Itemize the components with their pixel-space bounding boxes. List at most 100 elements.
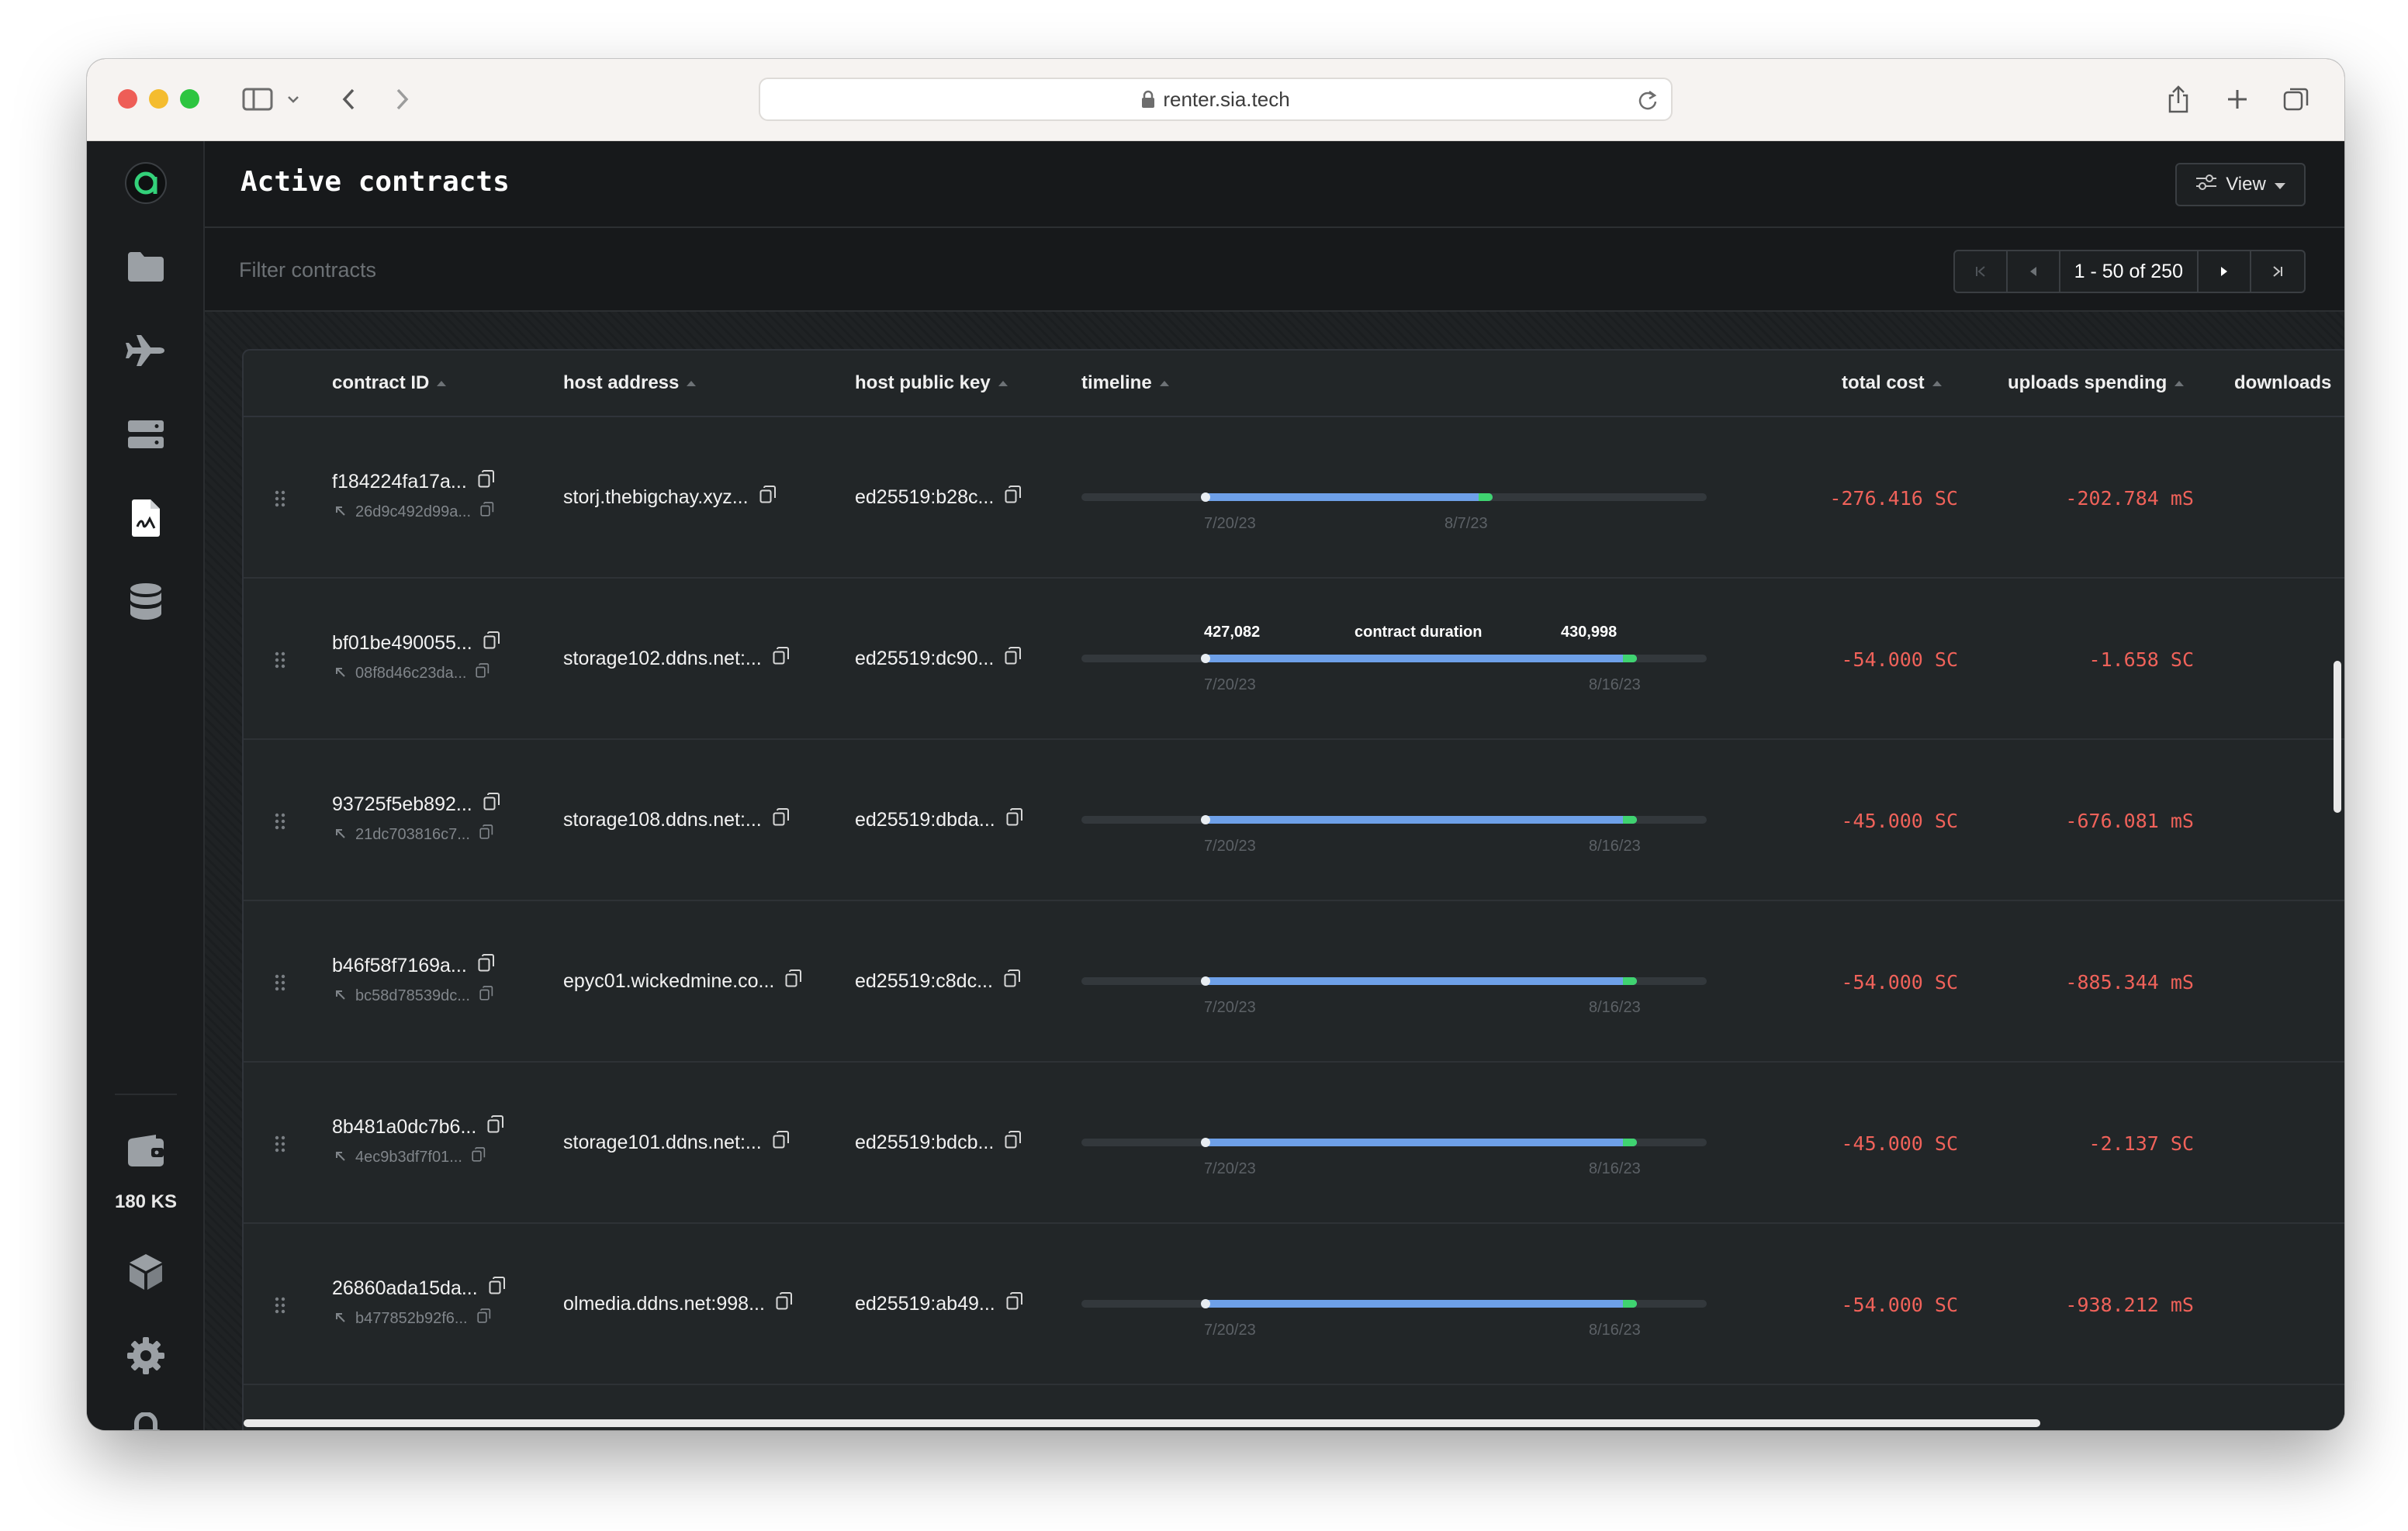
host-address-cell: storage108.ddns.net:... [563, 808, 790, 832]
chevron-down-icon[interactable] [285, 78, 301, 121]
table-row[interactable]: 93725f5eb892... 21dc703816c7... storage108… [244, 741, 2344, 901]
renewed-from-id: 26d9c492d99a... [355, 503, 472, 520]
transfers-icon[interactable] [123, 327, 169, 374]
close-window-button[interactable] [118, 89, 137, 109]
copy-icon[interactable] [472, 1147, 486, 1167]
database-icon[interactable] [123, 579, 169, 625]
files-icon[interactable] [123, 244, 169, 290]
share-icon[interactable] [2163, 78, 2194, 121]
copy-icon[interactable] [476, 663, 490, 683]
drag-handle-icon[interactable] [275, 651, 285, 672]
column-header-contract-id[interactable]: contract ID [332, 372, 447, 394]
timeline-start-marker [1201, 815, 1210, 824]
filter-contracts-input[interactable] [239, 248, 937, 292]
total-cost: -45.000 SC [1841, 1132, 1958, 1155]
last-page-button[interactable] [2251, 251, 2304, 292]
drag-handle-icon[interactable] [275, 490, 285, 511]
vertical-scrollbar[interactable] [2334, 661, 2341, 813]
copy-icon[interactable] [1005, 1131, 1022, 1155]
timeline-end-marker [1623, 655, 1637, 662]
timeline-cell[interactable]: 7/20/23 8/7/23 [1081, 419, 1707, 579]
pagination: 1 - 50 of 250 [1953, 250, 2306, 293]
column-header-uploads-spending[interactable]: uploads spending [2008, 372, 2185, 394]
wallet-icon[interactable] [123, 1128, 169, 1174]
timeline-end-marker [1623, 1300, 1637, 1308]
table-row[interactable]: 26860ada15da... b477852b92f6... olmedia.dd… [244, 1225, 2344, 1385]
copy-icon[interactable] [478, 954, 495, 978]
contracts-icon[interactable] [123, 495, 169, 541]
lock-icon[interactable] [123, 1408, 169, 1430]
copy-icon[interactable] [479, 986, 493, 1006]
drag-handle-icon[interactable] [275, 974, 285, 995]
copy-icon[interactable] [1005, 647, 1022, 671]
copy-icon[interactable] [487, 1115, 504, 1139]
timeline-end-height: 430,998 [1561, 624, 1617, 641]
table-row[interactable]: f184224fa17a... 26d9c492d99a... storj.theb… [244, 419, 2344, 579]
copy-icon[interactable] [759, 486, 777, 510]
copy-icon[interactable] [1006, 808, 1023, 832]
copy-icon[interactable] [773, 808, 790, 832]
column-header-host-public-key[interactable]: host public key [855, 372, 1008, 394]
copy-icon[interactable] [773, 647, 790, 671]
maximize-window-button[interactable] [180, 89, 199, 109]
renewed-from-id: bc58d78539dc... [355, 987, 470, 1004]
host-address-cell: epyc01.wickedmine.co... [563, 969, 802, 994]
minimize-window-button[interactable] [149, 89, 168, 109]
copy-icon[interactable] [776, 1292, 793, 1316]
copy-icon[interactable] [479, 824, 493, 845]
copy-icon[interactable] [785, 969, 802, 994]
copy-icon[interactable] [1006, 1292, 1023, 1316]
horizontal-scrollbar[interactable] [244, 1419, 2040, 1427]
copy-icon[interactable] [478, 470, 495, 494]
copy-icon[interactable] [773, 1131, 790, 1155]
timeline-cell[interactable]: 7/20/23 8/16/23 427,082 contract duration 43… [1081, 580, 1707, 740]
view-button-label: View [2226, 174, 2266, 195]
copy-icon[interactable] [477, 1308, 491, 1329]
copy-icon[interactable] [489, 1277, 506, 1301]
timeline-start-date: 7/20/23 [1204, 999, 1256, 1016]
table-row[interactable]: bf01be490055... 08f8d46c23da... storage102… [244, 580, 2344, 740]
back-icon[interactable] [337, 78, 360, 121]
copy-icon[interactable] [1004, 969, 1021, 994]
copy-icon[interactable] [483, 631, 500, 655]
hosts-icon[interactable] [123, 411, 169, 458]
column-header-timeline[interactable]: timeline [1081, 372, 1169, 394]
cube-icon[interactable] [123, 1249, 169, 1295]
logo-icon[interactable] [123, 160, 169, 206]
view-button[interactable]: View [2175, 163, 2306, 206]
next-page-button[interactable] [2199, 251, 2251, 292]
reload-icon[interactable] [1637, 88, 1659, 117]
timeline-cell[interactable]: 7/20/23 8/16/23 [1081, 1225, 1707, 1385]
copy-icon[interactable] [1005, 486, 1022, 510]
timeline-cell[interactable]: 7/20/23 8/16/23 [1081, 741, 1707, 901]
table-row[interactable]: 8b481a0dc7b6... 4ec9b3df7f01... storage101… [244, 1064, 2344, 1224]
contract-id: bf01be490055... [332, 632, 472, 654]
renewed-from-arrow-icon [335, 826, 346, 844]
table-row[interactable]: b46f58f7169a... bc58d78539dc... epyc01.wic… [244, 903, 2344, 1063]
column-header-host-address[interactable]: host address [563, 372, 697, 394]
address-bar[interactable]: renter.sia.tech [759, 78, 1673, 121]
new-tab-icon[interactable] [2222, 78, 2253, 121]
gear-icon[interactable] [123, 1332, 169, 1379]
total-cost: -54.000 SC [1841, 1294, 1958, 1316]
copy-icon[interactable] [480, 502, 494, 522]
tab-overview-icon[interactable] [2279, 78, 2313, 121]
host-public-key-cell: ed25519:c8dc... [855, 969, 1021, 994]
sidebar-toggle-icon[interactable] [239, 78, 276, 121]
timeline-cell[interactable]: 7/20/23 8/16/23 [1081, 1064, 1707, 1224]
copy-icon[interactable] [483, 793, 500, 817]
host-address-cell: olmedia.ddns.net:998... [563, 1292, 793, 1316]
forward-icon[interactable] [391, 78, 414, 121]
first-page-button[interactable] [1955, 251, 2008, 292]
page-header: Active contracts View [205, 141, 2344, 228]
drag-handle-icon[interactable] [275, 1135, 285, 1156]
timeline-cell[interactable]: 7/20/23 8/16/23 [1081, 903, 1707, 1063]
drag-handle-icon[interactable] [275, 813, 285, 834]
timeline-progress [1204, 1139, 1637, 1146]
drag-handle-icon[interactable] [275, 1297, 285, 1318]
host-public-key: ed25519:dc90... [855, 648, 995, 669]
previous-page-button[interactable] [2008, 251, 2060, 292]
column-header-total-cost[interactable]: total cost [1842, 372, 1942, 394]
timeline-start-date: 7/20/23 [1204, 1160, 1256, 1177]
column-header-downloads[interactable]: downloads [2234, 372, 2331, 394]
